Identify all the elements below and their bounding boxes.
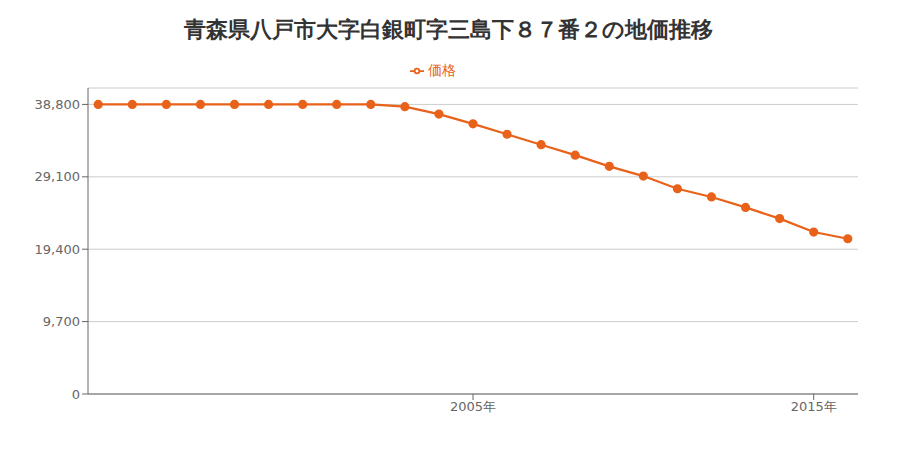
html-text:価格: 価格 (428, 62, 456, 78)
svg-text:2005年: 2005年 (450, 399, 496, 414)
svg-text:38,800: 38,800 (35, 97, 81, 112)
html-text:青森県八戸市大字白銀町字三島下８７番２の地価推移: 青森県八戸市大字白銀町字三島下８７番２の地価推移 (183, 17, 713, 42)
svg-text:0: 0 (72, 387, 80, 402)
svg-text:19,400: 19,400 (35, 242, 81, 257)
svg-text:29,100: 29,100 (35, 169, 81, 184)
svg-text:2015年: 2015年 (791, 399, 837, 414)
svg-text:9,700: 9,700 (43, 314, 80, 329)
